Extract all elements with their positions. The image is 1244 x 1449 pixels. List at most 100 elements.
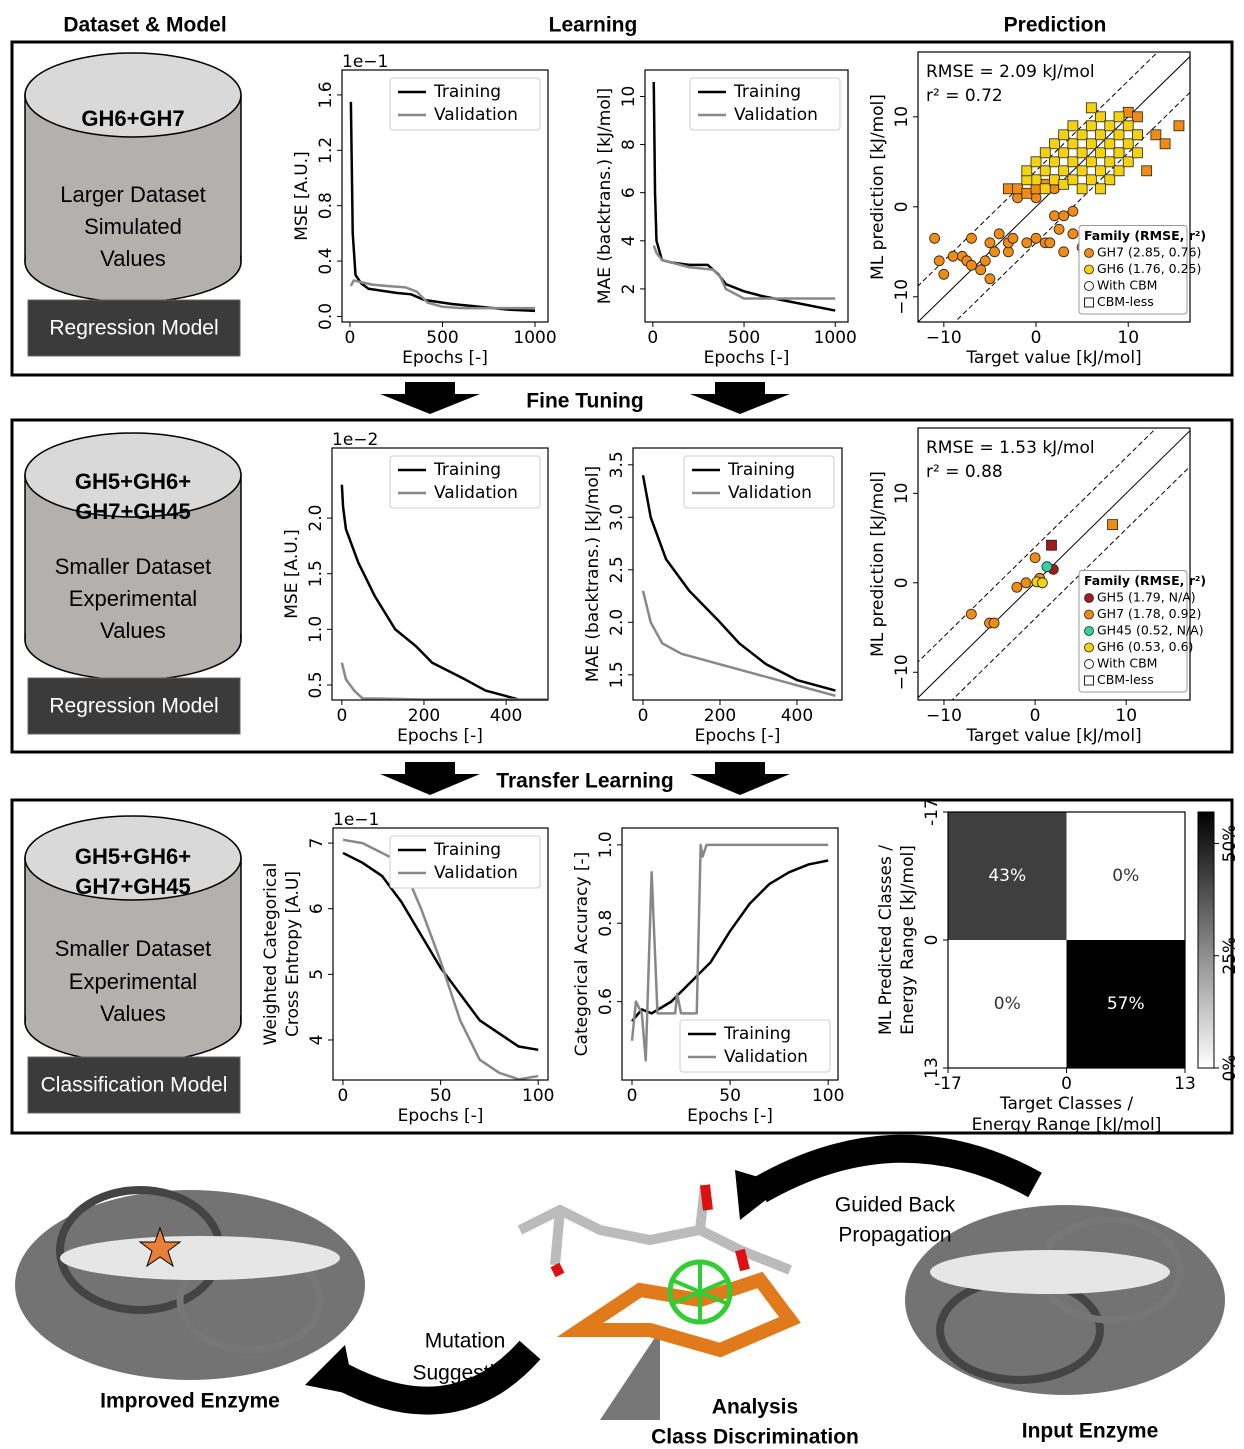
x-tick-label: 0 <box>338 1086 349 1106</box>
legend-label: GH6 (0.53, 0.6) <box>1097 639 1193 654</box>
legend-label: Training <box>433 840 501 860</box>
y-tick-label: 3.0 <box>607 504 627 531</box>
dataset-text: Experimental <box>69 969 197 994</box>
point <box>1013 184 1023 194</box>
legend-swatch <box>1085 610 1094 619</box>
y-tick-label: 3.5 <box>607 451 627 478</box>
model-label: Classification Model <box>41 1074 228 1097</box>
legend-label: Validation <box>434 863 518 883</box>
colorbar-tick-label: 0% <box>1220 1055 1240 1082</box>
y-axis-label: MAE (backtrans.) [kJ/mol] <box>595 88 615 304</box>
x-axis-label: Target value [kJ/mol] <box>965 348 1141 368</box>
point <box>1077 166 1087 176</box>
y-tick-label: 0 <box>892 201 912 212</box>
legend-label: CBM-less <box>1097 672 1154 687</box>
workflow-label: Analysis <box>712 1396 798 1419</box>
legend-swatch <box>1085 249 1094 258</box>
x-tick-label: 0 <box>345 328 356 348</box>
point <box>1077 148 1087 158</box>
axis-offset: 1e−1 <box>342 52 388 72</box>
y-tick-label: 0 <box>922 935 942 946</box>
point <box>1059 211 1069 221</box>
point <box>1096 148 1106 158</box>
point <box>1012 582 1022 592</box>
dataset-text: Larger Dataset <box>60 182 206 207</box>
dataset-title: GH5+GH6+ <box>75 844 191 869</box>
x-tick-label: 500 <box>728 328 760 348</box>
point <box>985 274 995 284</box>
legend-label: CBM-less <box>1097 294 1154 309</box>
point <box>990 247 1000 257</box>
y-tick-label: -17 <box>922 798 942 826</box>
x-tick-label: 200 <box>704 706 736 726</box>
point <box>1132 112 1142 122</box>
legend-label: With CBM <box>1097 278 1157 293</box>
down-arrow <box>380 762 480 795</box>
annotation: r² = 0.88 <box>926 462 1003 482</box>
x-axis-label: Epochs [-] <box>704 348 790 368</box>
cell-label: 0% <box>1112 866 1139 886</box>
y-axis-label: Energy Range [kJ/mol] <box>898 845 918 1035</box>
point <box>1031 193 1041 203</box>
point <box>1049 184 1059 194</box>
legend-label: Training <box>433 460 501 480</box>
dataset-title: GH7+GH45 <box>75 499 191 524</box>
curved-arrow <box>760 1149 1035 1190</box>
point <box>1040 184 1050 194</box>
point <box>1142 166 1152 176</box>
x-axis-label: Target Classes / <box>999 1094 1133 1114</box>
y-tick-label: 10 <box>892 106 912 128</box>
point <box>1114 112 1124 122</box>
legend-label: Validation <box>728 483 812 503</box>
cell-label: 57% <box>1107 994 1145 1014</box>
point <box>1068 121 1078 131</box>
point <box>1068 206 1078 216</box>
legend-label: Validation <box>734 105 818 125</box>
point <box>1030 553 1040 563</box>
x-tick-label: 0 <box>627 1086 638 1106</box>
y-tick-label: 2 <box>619 284 639 295</box>
y-tick-label: 1.5 <box>306 560 326 587</box>
point <box>1086 139 1096 149</box>
ligand-molecule <box>520 1185 790 1420</box>
y-tick-label: 4 <box>307 1035 327 1046</box>
legend-label: Validation <box>434 483 518 503</box>
y-tick-label: 1.0 <box>306 616 326 643</box>
workflow-label: Class Discrimination <box>651 1426 859 1449</box>
point <box>1003 184 1013 194</box>
transition-label: Fine Tuning <box>526 390 643 413</box>
legend-label: GH7 (2.85, 0.76) <box>1097 245 1201 260</box>
y-tick-label: −10 <box>892 654 912 690</box>
legend-swatch <box>1085 643 1094 652</box>
point <box>1174 121 1184 131</box>
y-tick-label: 6 <box>619 187 639 198</box>
point <box>966 260 976 270</box>
x-tick-label: 10 <box>1117 328 1139 348</box>
legend-label: GH7 (1.78, 0.92) <box>1097 606 1201 621</box>
point <box>1086 157 1096 167</box>
annotation: r² = 0.72 <box>926 86 1003 106</box>
cell-label: 43% <box>988 866 1026 886</box>
workflow-label: Suggestion <box>412 1362 517 1385</box>
point <box>1059 179 1069 189</box>
down-arrow <box>380 382 480 414</box>
workflow-label: Improved Enzyme <box>100 1390 280 1413</box>
point <box>1105 139 1115 149</box>
point <box>1123 139 1133 149</box>
x-tick-label: 0 <box>638 706 649 726</box>
x-tick-label: 50 <box>430 1086 452 1106</box>
y-tick-label: 2.0 <box>306 505 326 532</box>
point <box>1096 184 1106 194</box>
column-header: Learning <box>549 14 638 37</box>
point <box>1059 130 1069 140</box>
legend-swatch <box>1085 282 1094 291</box>
point <box>1068 229 1078 239</box>
y-tick-label: 0.8 <box>596 910 616 937</box>
legend-label: Training <box>723 1024 791 1044</box>
point <box>1045 238 1055 248</box>
transition-label: Transfer Learning <box>496 770 673 793</box>
dataset-text: Simulated <box>84 214 182 239</box>
workflow-label: Mutation <box>425 1330 506 1353</box>
x-tick-label: −10 <box>926 706 962 726</box>
point <box>989 618 999 628</box>
